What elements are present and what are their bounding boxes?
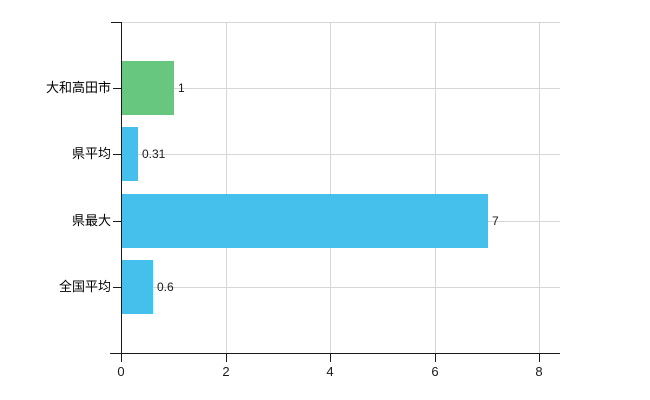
vertical-gridline — [226, 22, 227, 353]
horizontal-gridline — [121, 287, 560, 288]
bar-value-label: 7 — [492, 214, 499, 228]
bar — [122, 127, 138, 181]
x-tick-label: 0 — [117, 364, 125, 379]
vertical-gridline — [539, 22, 540, 353]
x-axis — [110, 353, 560, 354]
x-tick-label: 2 — [222, 364, 230, 379]
bar-value-label: 0.6 — [157, 280, 174, 294]
x-axis-tick — [330, 353, 331, 362]
vertical-gridline — [330, 22, 331, 353]
bar — [122, 61, 174, 115]
bar-value-label: 0.31 — [142, 147, 166, 161]
y-axis — [121, 22, 122, 362]
bar-value-label: 1 — [178, 81, 185, 95]
y-axis-tick — [113, 221, 121, 222]
x-axis-tick — [539, 353, 540, 362]
vertical-gridline — [435, 22, 436, 353]
x-tick-label: 8 — [535, 364, 543, 379]
x-axis-tick — [226, 353, 227, 362]
category-label: 大和高田市 — [45, 80, 111, 95]
category-label: 県最大 — [71, 213, 111, 228]
category-label: 県平均 — [71, 146, 111, 161]
bar — [122, 194, 488, 248]
horizontal-gridline — [121, 154, 560, 155]
horizontal-gridline — [121, 88, 560, 89]
x-axis-tick — [435, 353, 436, 362]
x-tick-label: 4 — [326, 364, 334, 379]
bar — [122, 260, 153, 314]
y-axis-tick — [113, 88, 121, 89]
y-axis-tick — [113, 287, 121, 288]
x-tick-label: 6 — [431, 364, 439, 379]
plot-top-border — [121, 22, 560, 23]
y-axis-tick — [113, 154, 121, 155]
y-axis-top-tick — [111, 22, 121, 23]
category-label: 全国平均 — [58, 279, 111, 294]
